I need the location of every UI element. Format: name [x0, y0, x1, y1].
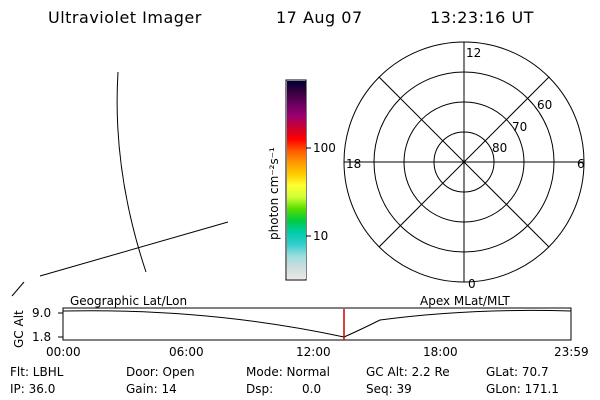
glat-info: GLat: 70.7: [486, 365, 549, 379]
colorbar: [287, 81, 306, 279]
y-tick-label-1.8: 1.8: [32, 330, 52, 344]
longitude-line: [116, 71, 147, 273]
x-tick-1800: 18:00: [423, 345, 458, 359]
seq-info: Seq: 39: [366, 382, 412, 396]
dsp-label: Dsp:: [246, 382, 274, 396]
x-tick-1200: 12:00: [296, 345, 331, 359]
ip-info: IP: 36.0: [10, 382, 56, 396]
colorbar-label-100: 100: [313, 141, 336, 155]
filter-info: Flt: LBHL: [10, 365, 64, 379]
lat-label-60: 60: [537, 98, 553, 112]
glon-info: GLon: 171.1: [486, 382, 559, 396]
timeline-plot: [58, 307, 572, 341]
mlt-label-12: 12: [466, 46, 482, 60]
door-info: Door: Open: [126, 365, 195, 379]
x-tick-2359: 23:59: [554, 345, 589, 359]
mode-info: Mode: Normal: [246, 365, 330, 379]
colorbar-label-10: 10: [313, 229, 329, 243]
map-edge-tick: [11, 281, 25, 297]
lat-label-70: 70: [512, 120, 528, 134]
colorbar-frame: [285, 79, 307, 281]
x-tick-0600: 06:00: [169, 345, 204, 359]
gc-alt-axis-label: GC Alt: [12, 310, 26, 348]
mlt-label-0: 0: [468, 277, 476, 291]
altitude-curve: [62, 309, 572, 338]
geographic-map: [11, 71, 229, 297]
apex-mlat-label: Apex MLat/MLT: [420, 294, 510, 308]
mlt-label-18: 18: [346, 157, 362, 171]
gc-alt-info: GC Alt: 2.2 Re: [366, 365, 450, 379]
polar-plot: [343, 41, 585, 283]
mlt-label-6: 6: [577, 157, 585, 171]
latitude-line: [39, 221, 229, 277]
date-label: 17 Aug 07: [276, 8, 363, 27]
polar-diagonal-2: [378, 76, 550, 248]
geo-latlon-label: Geographic Lat/Lon: [70, 294, 188, 308]
gain-info: Gain: 14: [126, 382, 177, 396]
timeline-frame: [62, 307, 572, 341]
app-title: Ultraviolet Imager: [48, 8, 202, 27]
y-tick-label-9: 9.0: [32, 306, 52, 320]
colorbar-unit-label: photon cm⁻²s⁻¹: [267, 147, 281, 240]
lat-label-80: 80: [492, 141, 508, 155]
dsp-value: 0.0: [302, 382, 322, 396]
time-label: 13:23:16 UT: [430, 8, 534, 27]
x-tick-0000: 00:00: [46, 345, 81, 359]
